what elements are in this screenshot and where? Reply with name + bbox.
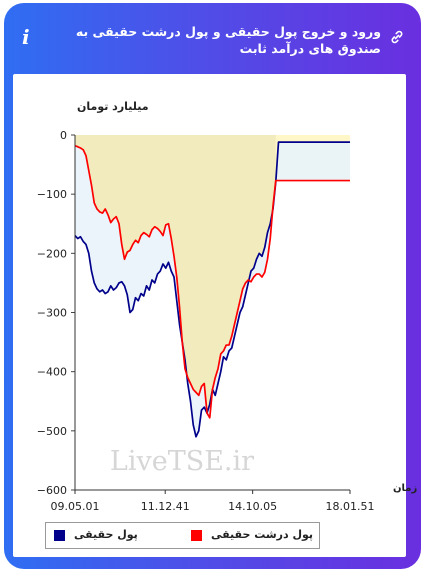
x-tick-label: 18.01.51: [326, 500, 375, 513]
y-tick-label: −200: [37, 247, 67, 260]
card-header: ورود و خروج پول حقیقی و پول درشت حقیقی ب…: [4, 3, 421, 75]
series-line-real-money: [74, 141, 350, 438]
legend-swatch-big-real-money: [191, 530, 202, 541]
area-fill-real-money: [75, 142, 350, 437]
x-tick-label: 09.05.01: [51, 500, 100, 513]
area-fill-big-real-money: [75, 135, 350, 418]
axes: 0 −100 −200 −300 −400 −500 −600 09.05.01 11.12.4…: [37, 129, 375, 513]
legend: پول حقیقی پول درشت حقیقی: [45, 522, 320, 549]
watermark: LiveTSE.ir: [110, 446, 254, 477]
info-icon[interactable]: i: [22, 25, 30, 49]
y-tick-label: −300: [37, 307, 67, 320]
area-fills: [75, 135, 350, 437]
y-tick-label: −100: [37, 188, 67, 201]
y-axis-label: میلیارد تومان: [77, 100, 149, 113]
legend-item-real-money[interactable]: پول حقیقی: [54, 528, 174, 544]
series-lines: [74, 141, 350, 438]
legend-label-big-real-money: پول درشت حقیقی: [211, 528, 314, 541]
y-tick-label: −600: [37, 484, 67, 497]
chart-title: ورود و خروج پول حقیقی و پول درشت حقیقی ب…: [75, 24, 381, 56]
y-tick-label: −500: [37, 425, 67, 438]
x-tick-label: 11.12.41: [141, 500, 190, 513]
legend-label-real-money: پول حقیقی: [74, 528, 138, 541]
x-tick-label: 14.10.05: [228, 500, 277, 513]
y-tick-label: −400: [37, 366, 67, 379]
legend-swatch-real-money: [54, 530, 65, 541]
link-icon[interactable]: [389, 29, 405, 45]
x-axis-label: زمان: [393, 483, 417, 494]
y-tick-label: 0: [60, 129, 67, 142]
legend-item-big-real-money[interactable]: پول درشت حقیقی: [191, 528, 316, 544]
series-line-big-real-money: [74, 144, 350, 419]
